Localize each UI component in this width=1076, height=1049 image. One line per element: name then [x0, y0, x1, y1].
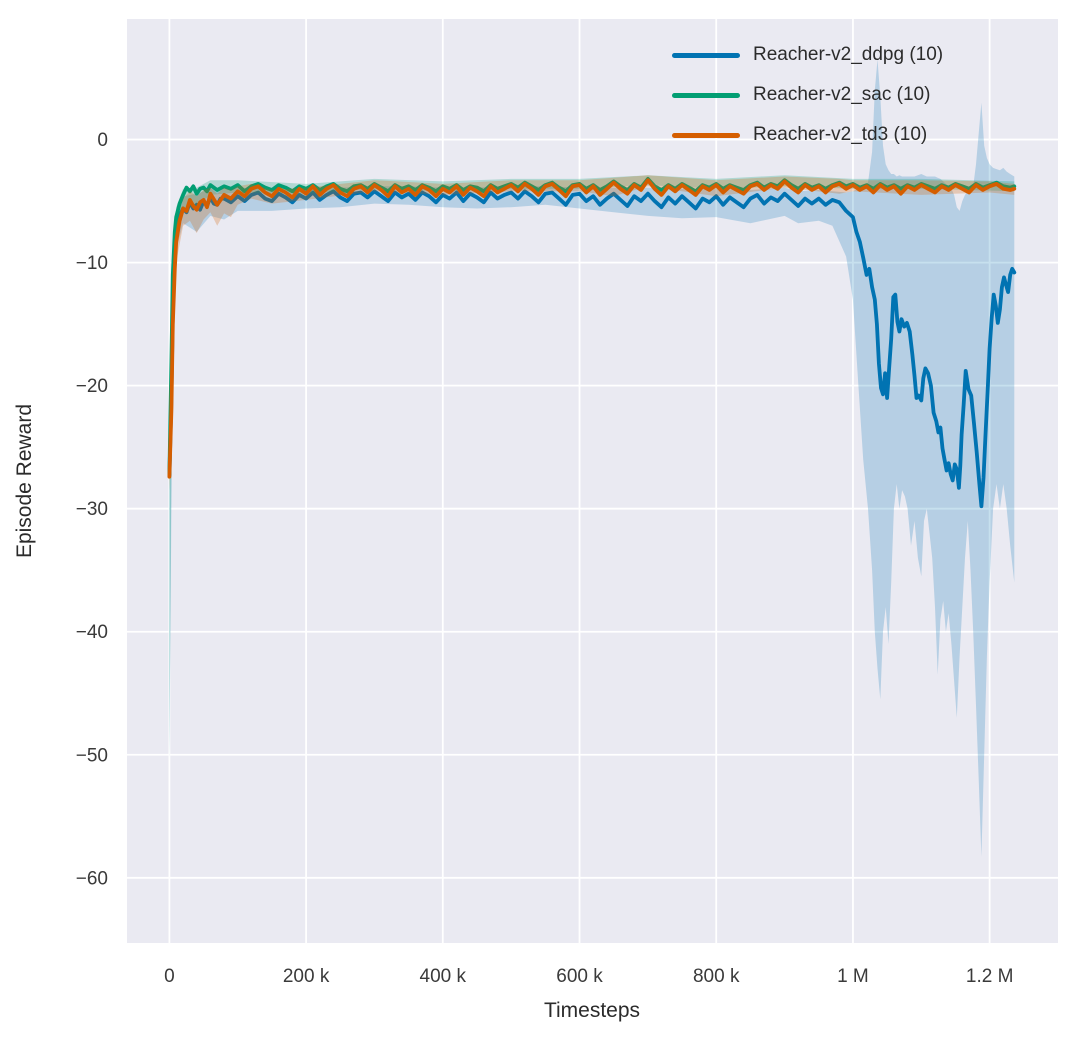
x-tick-label: 0	[164, 966, 175, 987]
legend-label-reacher-v2_ddpg: Reacher-v2_ddpg (10)	[753, 44, 944, 65]
y-tick-label: −60	[76, 868, 108, 889]
x-tick-label: 1 M	[837, 966, 869, 987]
y-axis-label: Episode Reward	[13, 404, 36, 558]
legend-item-reacher-v2_td3: Reacher-v2_td3 (10)	[672, 115, 943, 155]
x-tick-label: 200 k	[283, 966, 330, 987]
y-tick-label: −30	[76, 499, 108, 520]
legend-label-reacher-v2_sac: Reacher-v2_sac (10)	[753, 84, 931, 105]
plot-area	[127, 19, 1058, 943]
plot-background	[127, 19, 1058, 943]
legend-label-reacher-v2_td3: Reacher-v2_td3 (10)	[753, 124, 928, 145]
tick-labels: 0 200 k 400 k 600 k 800 k 1 M 1.2 M 0 −10 −20 −30 −…	[76, 130, 1014, 987]
legend-line-swatch-reacher-v2_ddpg	[672, 52, 740, 58]
legend-line-swatch-reacher-v2_sac	[672, 92, 740, 98]
series-line-reacher-v2_td3	[167, 178, 1017, 479]
legend-item-reacher-v2_ddpg: Reacher-v2_ddpg (10)	[672, 35, 943, 75]
y-tick-label: 0	[97, 130, 108, 151]
x-tick-label: 1.2 M	[966, 966, 1014, 987]
legend-item-reacher-v2_sac: Reacher-v2_sac (10)	[672, 75, 943, 115]
legend: Reacher-v2_ddpg (10) Reacher-v2_sac (10) R…	[672, 35, 943, 155]
x-axis-label: Timesteps	[544, 999, 640, 1022]
x-tick-label: 400 k	[420, 966, 467, 987]
x-tick-label: 600 k	[556, 966, 603, 987]
y-tick-label: −50	[76, 745, 108, 766]
y-tick-label: −40	[76, 622, 108, 643]
x-tick-label: 800 k	[693, 966, 740, 987]
y-tick-label: −10	[76, 253, 108, 274]
y-tick-label: −20	[76, 376, 108, 397]
legend-line-swatch-reacher-v2_td3	[672, 132, 740, 138]
series-line-reacher-v2_ddpg	[167, 189, 1017, 509]
